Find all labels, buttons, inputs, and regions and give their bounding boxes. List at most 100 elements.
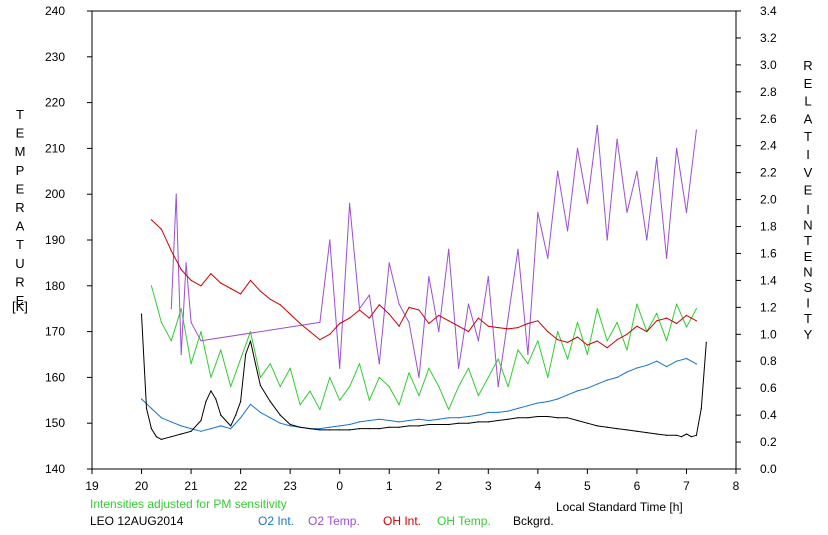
x-tick-label: 21 — [184, 479, 198, 493]
data-point-oh-temp — [368, 399, 370, 401]
data-point-oh-int — [497, 327, 499, 329]
data-point-o2-int — [458, 417, 460, 419]
data-point-o2-int — [200, 430, 202, 432]
data-point-bckgrd — [299, 426, 301, 428]
data-point-o2-int — [507, 410, 509, 412]
right-title-letter: T — [804, 311, 812, 326]
data-point-bckgrd — [398, 426, 400, 428]
x-tick-label: 19 — [85, 479, 99, 493]
x-tick-label: 22 — [234, 479, 248, 493]
data-point-bckgrd — [690, 436, 693, 438]
data-point-o2-int — [477, 414, 479, 416]
data-point-bckgrd — [418, 425, 420, 427]
data-point-bckgrd — [145, 407, 148, 409]
data-point-bckgrd — [616, 428, 618, 430]
right-title-letter: E — [804, 76, 813, 91]
data-point-oh-int — [586, 344, 589, 346]
data-point-o2-temp — [368, 294, 370, 296]
series-line-oh-int — [151, 219, 697, 349]
data-point-o2-temp — [200, 340, 202, 342]
right-title-letter: E — [804, 249, 813, 264]
data-point-bckgrd — [438, 423, 440, 426]
data-point-bckgrd — [557, 417, 559, 419]
data-point-o2-temp — [497, 386, 499, 388]
data-point-o2-int — [180, 425, 182, 427]
data-point-bckgrd — [190, 430, 192, 432]
data-point-oh-int — [695, 320, 698, 322]
left-tick-label: 180 — [45, 279, 65, 293]
data-point-oh-int — [537, 320, 539, 322]
data-point-o2-int — [289, 425, 291, 427]
data-point-o2-temp — [175, 193, 177, 195]
data-point-bckgrd — [700, 407, 702, 409]
data-point-oh-int — [398, 325, 400, 327]
x-tick-label: 0 — [336, 479, 343, 493]
data-point-o2-int — [259, 411, 261, 413]
data-point-oh-temp — [507, 386, 509, 388]
left-tick-label: 230 — [45, 50, 65, 64]
data-point-oh-int — [349, 317, 351, 319]
data-point-o2-temp — [586, 202, 589, 204]
right-title-letter: I — [806, 147, 810, 162]
data-point-oh-temp — [606, 340, 608, 342]
data-point-o2-temp — [190, 321, 192, 323]
right-title-letter: V — [804, 165, 813, 180]
data-point-oh-int — [685, 314, 688, 316]
data-point-o2-int — [349, 423, 351, 426]
data-point-oh-temp — [408, 372, 410, 374]
data-point-o2-int — [170, 421, 172, 423]
data-point-oh-int — [576, 336, 579, 338]
data-point-bckgrd — [487, 421, 489, 423]
data-point-bckgrd — [606, 426, 608, 428]
right-tick-label: 1.6 — [760, 246, 777, 260]
right-title-letter: S — [804, 280, 813, 295]
x-tick-label: 7 — [683, 479, 690, 493]
data-point-o2-int — [378, 418, 380, 420]
x-tick-label: 20 — [135, 479, 149, 493]
data-point-bckgrd — [497, 419, 499, 422]
data-point-o2-temp — [606, 239, 608, 241]
data-point-oh-temp — [685, 326, 688, 328]
data-point-oh-int — [249, 279, 252, 281]
data-point-bckgrd — [596, 425, 598, 427]
left-tick-label: 220 — [45, 96, 65, 110]
data-point-oh-temp — [388, 386, 390, 388]
data-point-o2-temp — [646, 239, 648, 241]
data-point-oh-int — [259, 290, 261, 292]
data-point-bckgrd — [527, 417, 529, 419]
data-point-oh-int — [458, 325, 460, 327]
data-point-oh-int — [656, 320, 658, 322]
data-point-o2-int — [160, 417, 162, 419]
data-point-oh-temp — [170, 340, 172, 342]
legend-o2-temp: O2 Temp. — [308, 514, 360, 528]
data-point-oh-temp — [458, 386, 460, 388]
data-point-bckgrd — [586, 422, 589, 424]
data-point-bckgrd — [408, 425, 410, 427]
data-point-oh-temp — [358, 363, 361, 365]
data-point-o2-temp — [448, 248, 450, 250]
data-point-o2-temp — [378, 363, 380, 365]
plot-frame — [91, 10, 737, 470]
data-point-o2-int — [140, 398, 143, 400]
data-point-oh-int — [636, 325, 638, 327]
data-point-oh-int — [368, 317, 370, 319]
data-point-o2-int — [210, 428, 212, 430]
right-tick-label: 3.2 — [760, 31, 777, 45]
data-point-o2-int — [358, 421, 361, 423]
data-point-o2-temp — [517, 248, 519, 250]
data-point-o2-temp — [428, 276, 430, 278]
data-point-oh-temp — [616, 321, 618, 323]
data-point-o2-int — [230, 428, 232, 430]
data-point-bckgrd — [517, 417, 519, 419]
data-point-oh-int — [329, 333, 331, 335]
right-tick-label: 2.6 — [760, 112, 777, 126]
data-point-o2-temp — [339, 367, 341, 369]
left-title-letter: M — [15, 144, 26, 159]
data-point-oh-int — [210, 273, 212, 275]
data-point-bckgrd — [329, 429, 331, 431]
data-point-bckgrd — [349, 429, 351, 431]
left-tick-label: 200 — [45, 187, 65, 201]
data-point-o2-int — [487, 411, 489, 413]
right-tick-label: 3.0 — [760, 58, 777, 72]
